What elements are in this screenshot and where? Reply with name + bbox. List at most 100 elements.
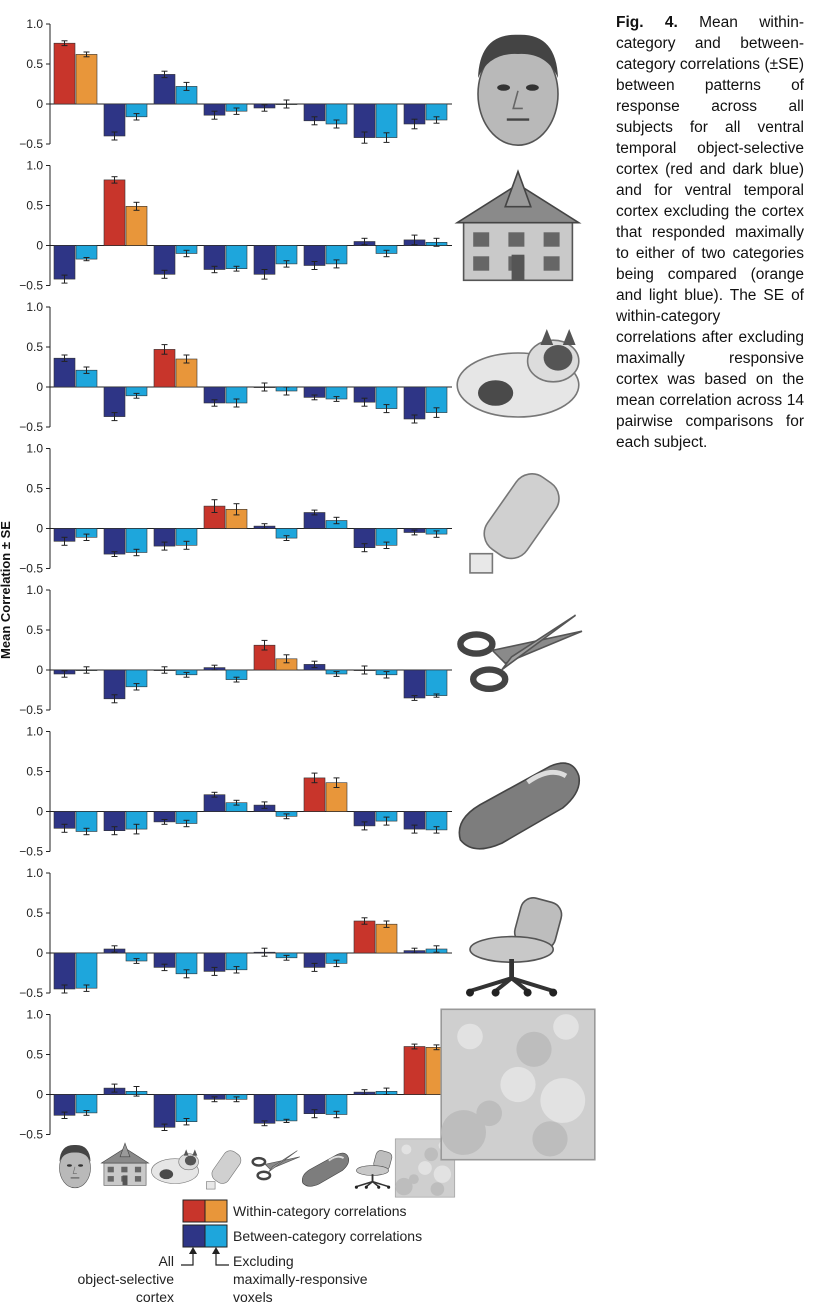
error-bar	[61, 1111, 68, 1119]
bar-faces-faces-excl	[75, 54, 98, 105]
legend-arrow-right	[212, 1247, 229, 1266]
error-bar	[261, 104, 268, 112]
error-bar	[411, 947, 418, 954]
error-bar	[261, 1120, 268, 1127]
thumbnail-scissors-scissors-photo	[251, 1150, 300, 1181]
error-bar	[233, 966, 240, 974]
bar-faces-faces-all	[53, 42, 76, 105]
error-bar	[83, 827, 90, 836]
y-tick-label: −0.5	[19, 279, 43, 293]
error-bar	[133, 823, 140, 835]
error-bar	[61, 274, 68, 284]
error-bar	[433, 116, 440, 124]
error-bar	[111, 412, 118, 422]
error-bar	[433, 826, 440, 834]
error-bar	[133, 201, 140, 211]
category-thumbnails	[59, 1138, 456, 1198]
error-bar	[233, 799, 240, 806]
error-bar	[183, 354, 190, 364]
y-tick-label: 0.5	[26, 765, 43, 779]
error-bar	[333, 671, 340, 677]
error-bar	[233, 1096, 240, 1103]
panel-cats: 1.0 0.5 0 −0.5	[19, 300, 452, 434]
error-bar	[361, 131, 368, 144]
error-bar	[211, 399, 218, 407]
error-bar	[83, 257, 90, 262]
error-bar	[383, 541, 390, 549]
error-bar	[311, 116, 318, 126]
error-bar	[411, 414, 418, 424]
panel-scrambled: 1.0 0.5 0 −0.5	[19, 1008, 452, 1142]
error-bar	[83, 1110, 90, 1116]
bar-chairs-faces-excl	[75, 952, 98, 989]
error-bar	[211, 791, 218, 798]
error-bar	[133, 113, 140, 121]
bar-houses-houses-all	[103, 179, 126, 246]
error-bar	[233, 107, 240, 115]
panel-houses: 1.0 0.5 0 −0.5	[19, 159, 452, 293]
error-bar	[133, 958, 140, 964]
error-bar	[283, 813, 290, 820]
y-tick-label: 1.0	[26, 1008, 43, 1022]
bar-scrambled-scrambled-all	[403, 1046, 426, 1095]
bar-scrambled-cats-all	[153, 1094, 176, 1128]
error-bar	[261, 801, 268, 809]
reference-image-shoes-shoe-photo	[458, 762, 581, 850]
panel-bottles: 1.0 0.5 0 −0.5	[19, 442, 452, 576]
legend-between-label: Between-category correlations	[233, 1228, 422, 1244]
error-bar	[261, 382, 268, 392]
error-bar	[261, 269, 268, 280]
thumbnail-cats-cat-photo	[151, 1149, 199, 1184]
error-bar	[433, 945, 440, 953]
error-bar	[411, 529, 418, 536]
error-bar	[361, 821, 368, 831]
error-bar	[111, 826, 118, 836]
error-bar	[183, 1118, 190, 1126]
legend-note-all-2: object-selective	[78, 1271, 175, 1287]
thumbnail-houses-house-photo	[100, 1142, 150, 1186]
y-tick-label: −0.5	[19, 703, 43, 717]
error-bar	[411, 118, 418, 130]
y-axis-label: Mean Correlation ± SE	[0, 521, 13, 659]
reference-image-bottles-bottle-photo	[469, 473, 560, 574]
panel-scissors: 1.0 0.5 0 −0.5	[19, 583, 452, 717]
y-tick-label: 1.0	[26, 866, 43, 880]
error-bar	[333, 777, 340, 788]
error-bar	[183, 249, 190, 258]
error-bar	[333, 396, 340, 402]
error-bar	[211, 499, 218, 513]
error-bar	[261, 947, 268, 957]
y-tick-label: 0.5	[26, 57, 43, 71]
panel-faces: 1.0 0.5 0 −0.5	[19, 17, 452, 151]
y-tick-label: 1.0	[26, 300, 43, 314]
error-bar	[161, 269, 168, 279]
error-bar	[61, 984, 68, 994]
error-bar	[433, 237, 440, 247]
y-tick-label: 0.5	[26, 199, 43, 213]
bar-scissors-scrambled-all	[403, 669, 426, 699]
bar-houses-bottles-excl	[225, 245, 248, 270]
bar-scrambled-cats-excl	[175, 1094, 198, 1123]
error-bar	[111, 551, 118, 557]
error-bar	[233, 398, 240, 408]
error-bar	[383, 816, 390, 826]
error-bar	[361, 1089, 368, 1095]
error-bar	[111, 1083, 118, 1093]
error-bar	[383, 249, 390, 258]
y-tick-label: 0.5	[26, 623, 43, 637]
error-bar	[83, 366, 90, 374]
error-bar	[311, 261, 318, 270]
bar-cats-cats-all	[153, 349, 176, 388]
error-bar	[361, 543, 368, 553]
error-bar	[111, 694, 118, 704]
y-tick-label: 1.0	[26, 17, 43, 31]
error-bar	[333, 959, 340, 968]
reference-image-faces-face-photo	[477, 34, 559, 147]
legend-note-excl-2: maximally-responsive	[233, 1271, 368, 1287]
legend-within-label: Within-category correlations	[233, 1203, 407, 1219]
error-bar	[311, 660, 318, 669]
error-bar	[183, 671, 190, 678]
error-bar	[311, 509, 318, 516]
bar-houses-faces-all	[53, 245, 76, 280]
